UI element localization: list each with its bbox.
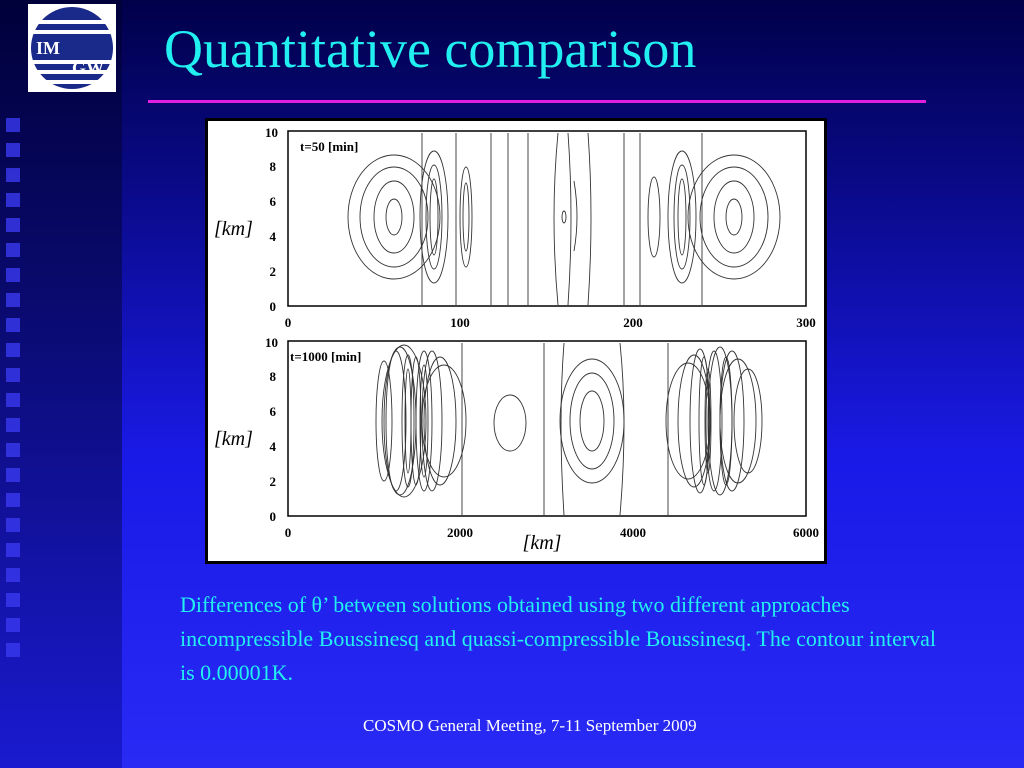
left-decorative-strip	[0, 0, 122, 768]
slide-footer: COSMO General Meeting, 7-11 September 20…	[363, 716, 697, 735]
top-x-tick: 300	[796, 315, 816, 330]
top-x-tick: 100	[450, 315, 470, 330]
bottom-y-tick: 2	[270, 474, 277, 489]
bottom-panel-frame	[287, 340, 807, 517]
title-underline	[148, 100, 926, 103]
decorative-squares	[6, 118, 28, 668]
bottom-y-tick: 6	[270, 404, 277, 419]
bottom-contours	[375, 342, 763, 516]
bottom-y-axis-label: [km]	[214, 428, 253, 450]
slide-title: Quantitative comparison	[164, 19, 697, 79]
top-y-ticks: 0 2 4 6 8 10	[265, 125, 278, 314]
top-y-axis-label: [km]	[214, 218, 253, 240]
top-y-tick: 0	[270, 299, 277, 314]
contour-plot-svg: 0 2 4 6 8 10 [km] 0 100 200 300 t=50 [mi…	[214, 125, 819, 554]
svg-text:GW: GW	[72, 58, 104, 78]
bottom-y-tick: 8	[270, 369, 277, 384]
bottom-panel-label: t=1000 [min]	[290, 349, 361, 364]
top-y-tick: 2	[270, 264, 277, 279]
top-y-tick: 8	[270, 159, 277, 174]
top-panel-frame	[287, 130, 807, 307]
bottom-x-tick: 2000	[447, 525, 473, 540]
svg-text:IM: IM	[36, 38, 60, 58]
imgw-logo: IM GW	[28, 4, 116, 92]
bottom-y-tick: 4	[270, 439, 277, 454]
contour-figure: 0 2 4 6 8 10 [km] 0 100 200 300 t=50 [mi…	[205, 118, 827, 564]
bottom-y-ticks: 0 2 4 6 8 10	[265, 335, 278, 524]
bottom-x-axis-label: [km]	[523, 532, 562, 554]
top-y-tick: 10	[265, 125, 278, 140]
top-x-ticks: 0 100 200 300	[285, 315, 816, 330]
bottom-x-tick: 4000	[620, 525, 646, 540]
bottom-x-ticks: 0 2000 4000 6000	[285, 525, 819, 540]
top-x-tick: 200	[623, 315, 643, 330]
bottom-y-tick: 10	[265, 335, 278, 350]
top-contours	[347, 132, 781, 306]
bottom-y-tick: 0	[270, 509, 277, 524]
figure-caption: Differences of θ’ between solutions obta…	[180, 592, 937, 685]
top-x-tick: 0	[285, 315, 292, 330]
top-y-tick: 4	[270, 229, 277, 244]
bottom-x-tick: 0	[285, 525, 292, 540]
top-panel-label: t=50 [min]	[300, 139, 358, 154]
bottom-x-tick: 6000	[793, 525, 819, 540]
top-y-tick: 6	[270, 194, 277, 209]
